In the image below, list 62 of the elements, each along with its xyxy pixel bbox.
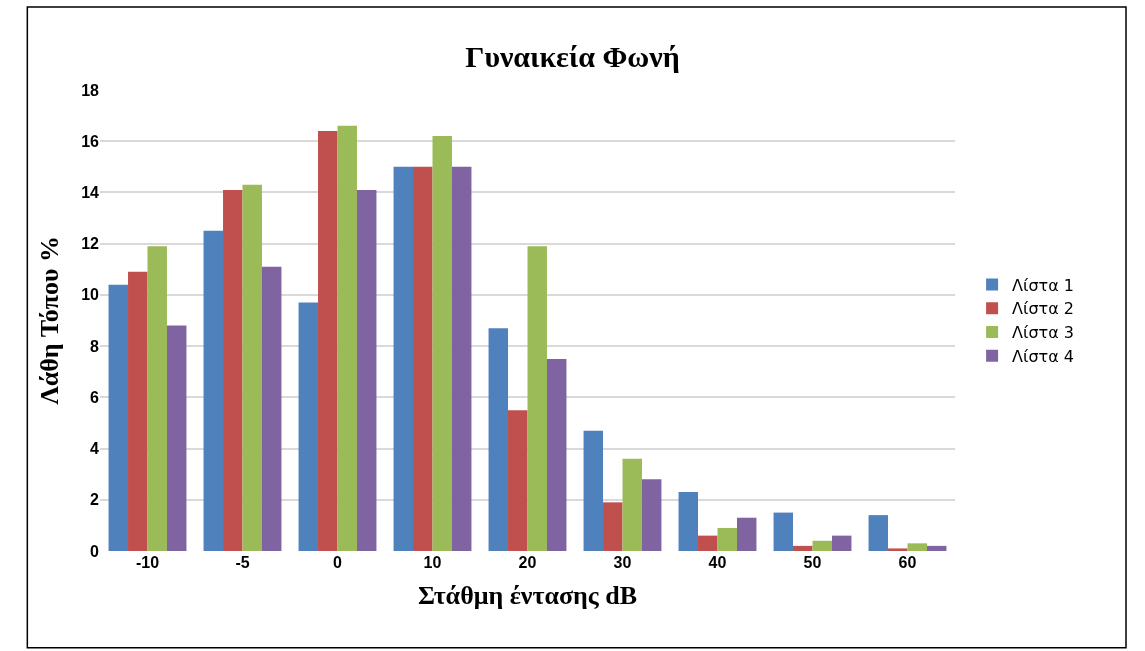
bar [318, 130, 338, 551]
bar [603, 502, 623, 551]
x-tick-label: 50 [803, 554, 822, 571]
bar [773, 512, 794, 551]
legend-label: Λίστα 4 [1012, 347, 1075, 367]
bar [223, 189, 243, 551]
bar [678, 492, 699, 551]
bar [527, 246, 547, 551]
bar [546, 358, 567, 551]
y-tick-label: 0 [90, 542, 100, 560]
bar [108, 284, 129, 551]
bar [868, 515, 889, 551]
bar [793, 545, 813, 551]
bar [926, 545, 947, 551]
x-tick-label: -10 [135, 554, 160, 571]
bar [622, 458, 642, 551]
bar [356, 189, 377, 551]
bar [261, 266, 282, 551]
bar [488, 328, 509, 551]
bar [736, 517, 757, 551]
bar [641, 479, 662, 551]
chart-title: Γυναικεία Φωνή [465, 39, 680, 73]
y-tick-label: 6 [90, 388, 100, 406]
y-tick-label: 10 [81, 286, 100, 304]
bar [717, 527, 737, 551]
y-tick-label: 8 [90, 337, 100, 355]
y-tick-label: 16 [81, 132, 100, 150]
bar [583, 430, 604, 551]
bar [203, 230, 224, 551]
bar [242, 184, 262, 551]
x-tick-label: 60 [898, 554, 917, 571]
y-tick-label: 2 [90, 491, 100, 509]
x-tick-label: 0 [333, 554, 343, 571]
legend-label: Λίστα 1 [1012, 275, 1075, 295]
bar [432, 136, 452, 551]
bar [508, 410, 528, 551]
bar [451, 166, 472, 551]
bar [812, 540, 832, 551]
bar [147, 246, 167, 551]
bar [128, 271, 148, 551]
bar [698, 535, 718, 551]
y-tick-label: 12 [81, 235, 100, 253]
legend-label: Λίστα 3 [1012, 323, 1075, 343]
x-tick-label: 30 [613, 554, 632, 571]
x-tick-label: 20 [518, 554, 537, 571]
bar [298, 302, 319, 551]
bar [166, 325, 187, 551]
x-tick-label: 10 [423, 554, 442, 571]
y-tick-label: 18 [81, 81, 100, 99]
x-tick-label: -5 [235, 554, 250, 571]
bar [413, 166, 433, 551]
y-axis-title: Λάθη Τόπου % [34, 236, 64, 405]
y-tick-label: 4 [90, 440, 100, 458]
x-axis-title: Στάθμη έντασης dB [417, 580, 638, 610]
y-tick-label: 14 [81, 184, 100, 202]
x-tick-label: 40 [708, 554, 727, 571]
bar [888, 548, 908, 551]
bar [337, 125, 357, 551]
bar [831, 535, 852, 551]
legend-label: Λίστα 2 [1012, 299, 1075, 319]
bar [907, 543, 927, 551]
bar [393, 166, 414, 551]
